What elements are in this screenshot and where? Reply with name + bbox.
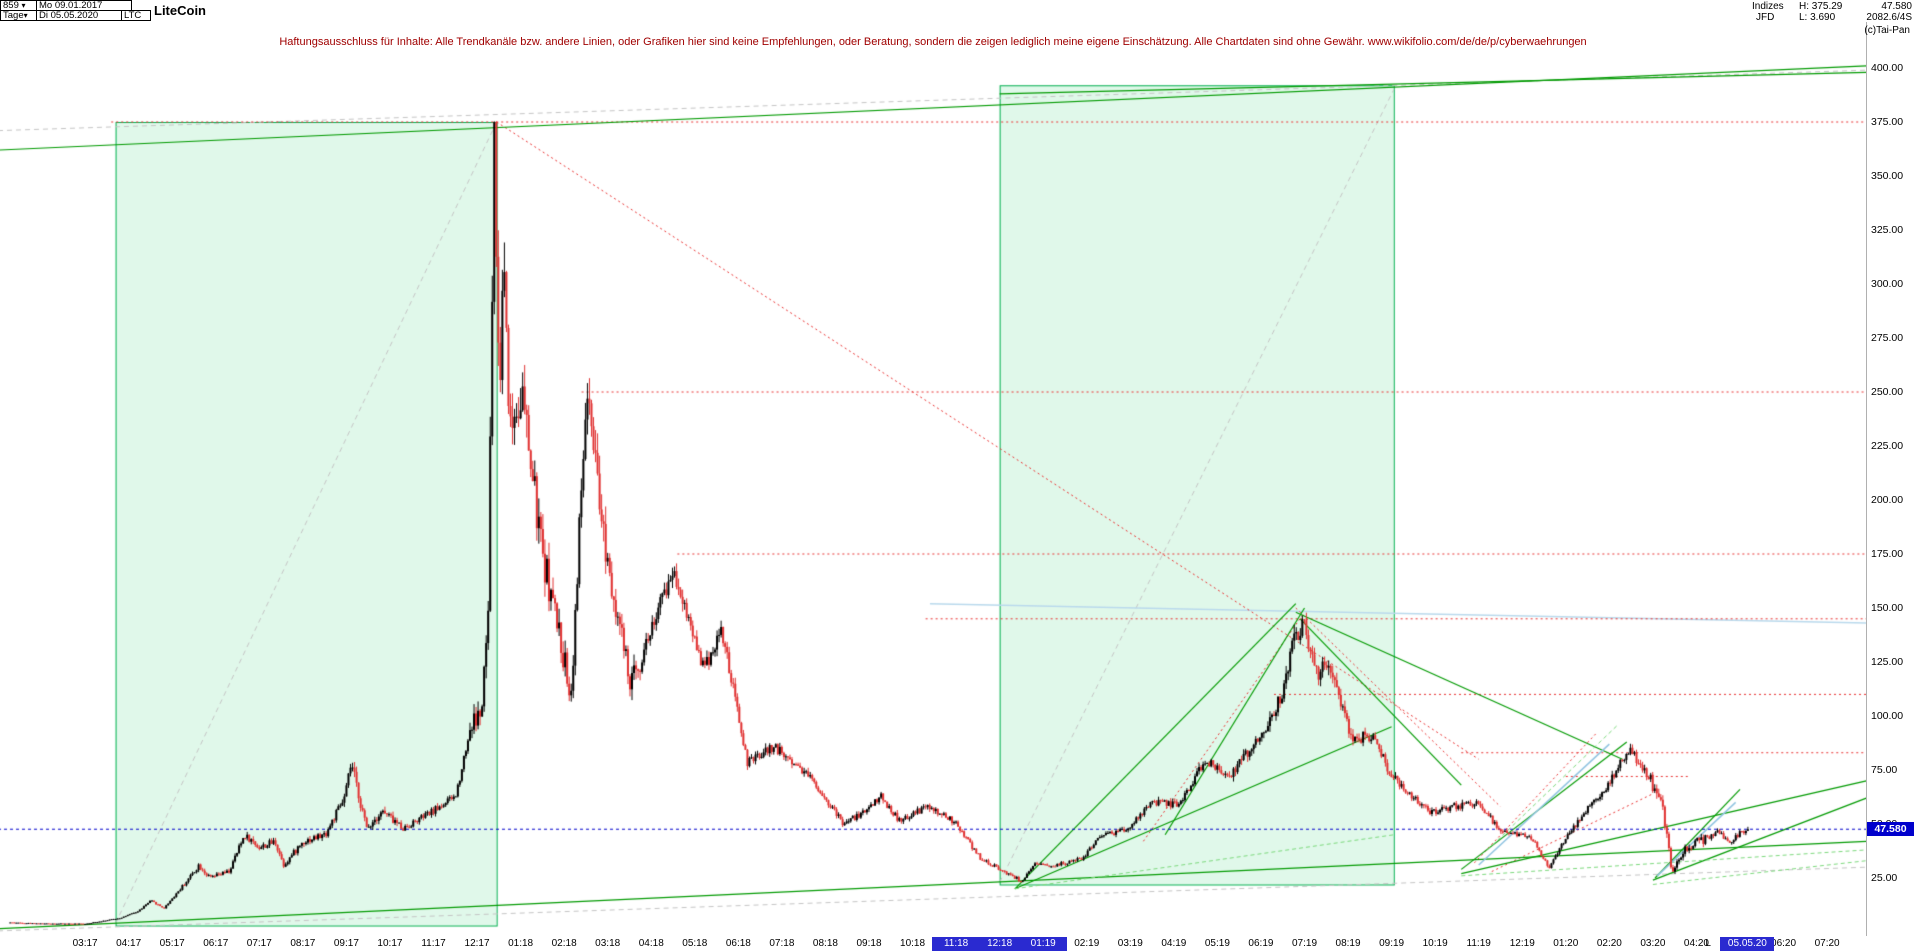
x-axis-label: 08:18: [812, 938, 838, 949]
x-axis-label: 01:19: [1030, 938, 1056, 949]
app-topbar: 859 ▾ Mo 09.01.2017 Tage▾ Di 05.05.2020 …: [0, 0, 1916, 23]
stat-value: 2082.6/4S: [1866, 12, 1912, 23]
y-axis-tick: 325.00: [1871, 224, 1904, 236]
period-low-label: L: 3.690: [1799, 12, 1836, 23]
x-axis-label: 11:19: [1466, 938, 1491, 949]
x-axis-label: 03:17: [72, 938, 98, 949]
category-label: Indizes: [1752, 1, 1784, 12]
x-axis-label: 03:18: [595, 938, 621, 949]
x-axis-label: 04:20: [1683, 938, 1709, 949]
provider-label: JFD: [1756, 12, 1775, 23]
end-date-label: Di 05.05.2020: [36, 10, 122, 21]
x-axis-label: 12:17: [464, 938, 490, 949]
x-axis-label: 04:19: [1161, 938, 1187, 949]
x-axis-label: 09:18: [856, 938, 882, 949]
x-axis-label: 08:19: [1335, 938, 1361, 949]
y-axis-tick: 400.00: [1871, 62, 1904, 74]
x-axis-label: 02:19: [1074, 938, 1100, 949]
y-axis-tick: 350.00: [1871, 170, 1904, 182]
instrument-title: LiteCoin: [154, 3, 206, 18]
y-axis-tick: 150.00: [1871, 602, 1904, 614]
x-axis-label: 03:19: [1117, 938, 1143, 949]
x-axis-label: 04:18: [638, 938, 664, 949]
x-axis-label: 03:20: [1640, 938, 1666, 949]
x-axis-label: 02:18: [551, 938, 577, 949]
last-price-value: 47.580: [1881, 1, 1912, 12]
period-high-label: H: 375.29: [1799, 1, 1843, 12]
low-marker-label: L: [1705, 938, 1711, 949]
last-price-badge: 47.580: [1867, 822, 1914, 837]
x-axis-label: 05:17: [159, 938, 185, 949]
x-axis-label: 04:17: [116, 938, 142, 949]
chevron-down-icon: ▾: [21, 1, 26, 10]
x-axis-label: 06:20: [1771, 938, 1797, 949]
x-axis-label: 12:18: [987, 938, 1013, 949]
y-axis-tick: 175.00: [1871, 548, 1904, 560]
x-axis-label: 07:19: [1291, 938, 1318, 949]
x-axis-label: 01:20: [1553, 938, 1579, 949]
y-axis-tick: 75.00: [1871, 764, 1898, 776]
x-axis-label: 02:20: [1596, 938, 1622, 949]
y-axis-tick: 250.00: [1871, 386, 1904, 398]
x-axis-label: 05:18: [682, 938, 708, 949]
x-axis-label: 10:18: [900, 938, 926, 949]
y-axis: 47.580 400.00 375.00 350.00 325.00 300.00 275…: [1866, 0, 1916, 952]
x-axis-label: 09:17: [333, 938, 359, 949]
y-axis-tick: 100.00: [1871, 710, 1904, 722]
x-axis-label: 10:19: [1422, 938, 1448, 949]
copyright-label: (c)Tai-Pan: [1864, 25, 1910, 36]
y-axis-tick: 300.00: [1871, 278, 1904, 290]
x-axis-label: 06:18: [725, 938, 751, 949]
period-dropdown[interactable]: Tage▾: [0, 10, 37, 21]
x-axis-label: 07:18: [769, 938, 795, 949]
symbol-label: LTC: [121, 10, 151, 21]
disclaimer-text: Haftungsausschluss für Inhalte: Alle Tre…: [279, 36, 1587, 48]
y-axis-tick: 225.00: [1871, 440, 1904, 452]
x-axis-highlight-band: [932, 937, 1068, 951]
last-date-badge: 05.05.20: [1720, 937, 1775, 951]
y-axis-tick: 25.00: [1871, 872, 1898, 884]
x-axis-label: 06:19: [1248, 938, 1274, 949]
y-axis-tick: 125.00: [1871, 656, 1904, 668]
x-axis-label: 08:17: [290, 938, 316, 949]
x-axis-label: 12:19: [1509, 938, 1535, 949]
y-axis-tick: 200.00: [1871, 494, 1904, 506]
y-axis-tick: 375.00: [1871, 116, 1904, 128]
x-axis: L 05.05.20 03:17 04:17 05:17 06:17 07:17 08:1…: [0, 936, 1916, 952]
x-axis-label: 06:17: [203, 938, 229, 949]
x-axis-label: 11:17: [421, 938, 446, 949]
x-axis-label: 01:18: [508, 938, 534, 949]
x-axis-label: 09:19: [1379, 938, 1405, 949]
x-axis-label: 10:17: [377, 938, 403, 949]
x-axis-label: 11:18: [943, 938, 969, 949]
x-axis-label: 07:20: [1814, 938, 1840, 949]
chevron-down-icon: ▾: [23, 11, 28, 20]
x-axis-label: 05:19: [1204, 938, 1230, 949]
x-axis-label: 07:17: [246, 938, 272, 949]
period-label: Tage: [3, 10, 24, 21]
bars-count-label: 859: [3, 0, 19, 11]
y-axis-tick: 275.00: [1871, 332, 1904, 344]
